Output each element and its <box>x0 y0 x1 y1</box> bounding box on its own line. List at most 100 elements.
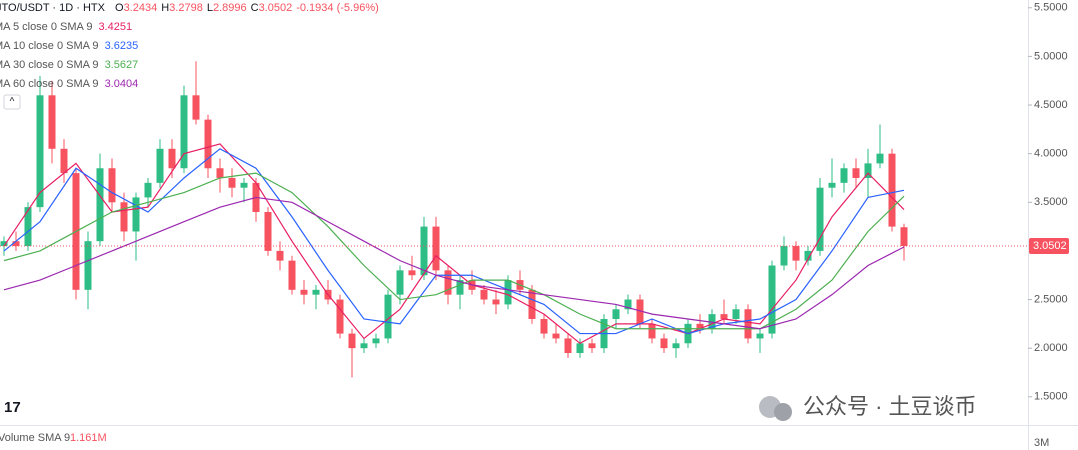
ohlc-value: 3.0502 <box>259 2 293 14</box>
candle-body <box>756 333 764 339</box>
candle-body <box>300 289 308 295</box>
candle-body <box>624 299 632 310</box>
y-tick-label: 4.0000 <box>1034 148 1068 160</box>
candle-body <box>456 280 464 295</box>
watermark-text: 公众号 · 土豆谈币 <box>803 394 977 419</box>
last-price-label: 3.0502 <box>1033 240 1067 252</box>
candle-body <box>372 338 380 344</box>
volume-value: 1.161M <box>70 432 107 444</box>
volume-label: Volume SMA 9 <box>0 432 70 444</box>
candle-body <box>576 343 584 354</box>
candle-body <box>348 333 356 349</box>
candle-body <box>108 168 116 203</box>
candle-body <box>480 289 488 300</box>
legend-value: 3.4251 <box>98 21 132 33</box>
candle-body <box>120 202 128 232</box>
chart-title: JTO/USDT · 1D · HTX <box>0 2 106 14</box>
legend-name: MA 30 close 0 SMA 9 <box>0 59 99 71</box>
y-tick-label: 3.5000 <box>1034 196 1068 208</box>
candle-body <box>612 309 620 319</box>
candle-body <box>636 299 644 324</box>
candle-body <box>396 270 404 295</box>
candle-body <box>288 260 296 290</box>
candle-body <box>84 241 92 290</box>
ohlc-key: H <box>161 2 169 14</box>
ma-line <box>3 143 905 345</box>
candle-body <box>660 338 668 349</box>
candle-body <box>588 343 596 349</box>
candle-body <box>96 168 104 242</box>
candle-body <box>132 197 140 232</box>
candle-body <box>12 241 20 247</box>
candle-body <box>156 148 164 183</box>
candle-body <box>36 95 44 208</box>
y-tick-label: 2.5000 <box>1034 293 1068 305</box>
candle-body <box>48 95 56 149</box>
candle-body <box>228 177 236 188</box>
ohlc-key: C <box>251 2 259 14</box>
ma-line <box>3 196 905 330</box>
candle-body <box>852 168 860 178</box>
candle-body <box>840 168 848 183</box>
ohlc-value: 2.8996 <box>213 2 247 14</box>
candle-body <box>816 187 824 251</box>
candle-body <box>528 289 536 319</box>
tv-logo: 17 <box>4 399 21 416</box>
ohlc-value: 3.2798 <box>169 2 203 14</box>
candle-body <box>60 148 68 174</box>
legend-value: 3.5627 <box>105 59 139 71</box>
candle-body <box>276 250 284 261</box>
watermark: 公众号 · 土豆谈币 <box>759 394 977 421</box>
candle-body <box>444 270 452 295</box>
candle-body <box>648 323 656 339</box>
candle-body <box>144 182 152 198</box>
candle-body <box>204 119 212 169</box>
ohlc-key: O <box>115 2 124 14</box>
legend-name: MA 10 close 0 SMA 9 <box>0 40 99 52</box>
candle-body <box>24 207 32 247</box>
candle-body <box>780 246 788 266</box>
candle-body <box>696 323 704 329</box>
candle-body <box>0 241 8 247</box>
candle-body <box>888 153 896 227</box>
y-tick-label: 5.5000 <box>1034 2 1068 14</box>
candle-body <box>672 343 680 349</box>
y-tick-label: 1.5000 <box>1034 391 1068 403</box>
candle-body <box>216 168 224 178</box>
y-tick-label: 4.5000 <box>1034 99 1068 111</box>
change-value: -0.1934 (-5.96%) <box>296 2 379 14</box>
candle-body <box>384 294 392 339</box>
watermark-icon <box>774 403 792 421</box>
candle-body <box>312 289 320 295</box>
legend: JTO/USDT · 1D · HTX MA 5 close 0 SMA 9 3.… <box>0 2 379 90</box>
candle-body <box>768 265 776 334</box>
ma-line <box>3 148 905 335</box>
candle-body <box>564 338 572 354</box>
candle-body <box>876 153 884 164</box>
candle-body <box>180 95 188 169</box>
candle-body <box>264 212 272 251</box>
candle-body <box>336 299 344 334</box>
candle-body <box>864 163 872 178</box>
last-price-tag <box>1029 238 1069 255</box>
candle-body <box>900 227 908 247</box>
candle-body <box>492 299 500 305</box>
candle-body <box>744 309 752 339</box>
candle-body <box>432 226 440 271</box>
candle-body <box>504 280 512 305</box>
candle-body <box>420 226 428 276</box>
candle-body <box>240 182 248 188</box>
candle-body <box>828 182 836 188</box>
candle-body <box>792 246 800 261</box>
legend-value: 3.0404 <box>105 78 139 90</box>
candle-body <box>540 318 548 334</box>
candle-body <box>720 314 728 319</box>
legend-name: MA 60 close 0 SMA 9 <box>0 78 99 90</box>
candle-body <box>360 343 368 349</box>
ohlc-value: 3.2434 <box>124 2 158 14</box>
collapse-button[interactable] <box>3 94 21 110</box>
ma-line <box>3 172 905 330</box>
y-tick-label: 2.0000 <box>1034 342 1068 354</box>
